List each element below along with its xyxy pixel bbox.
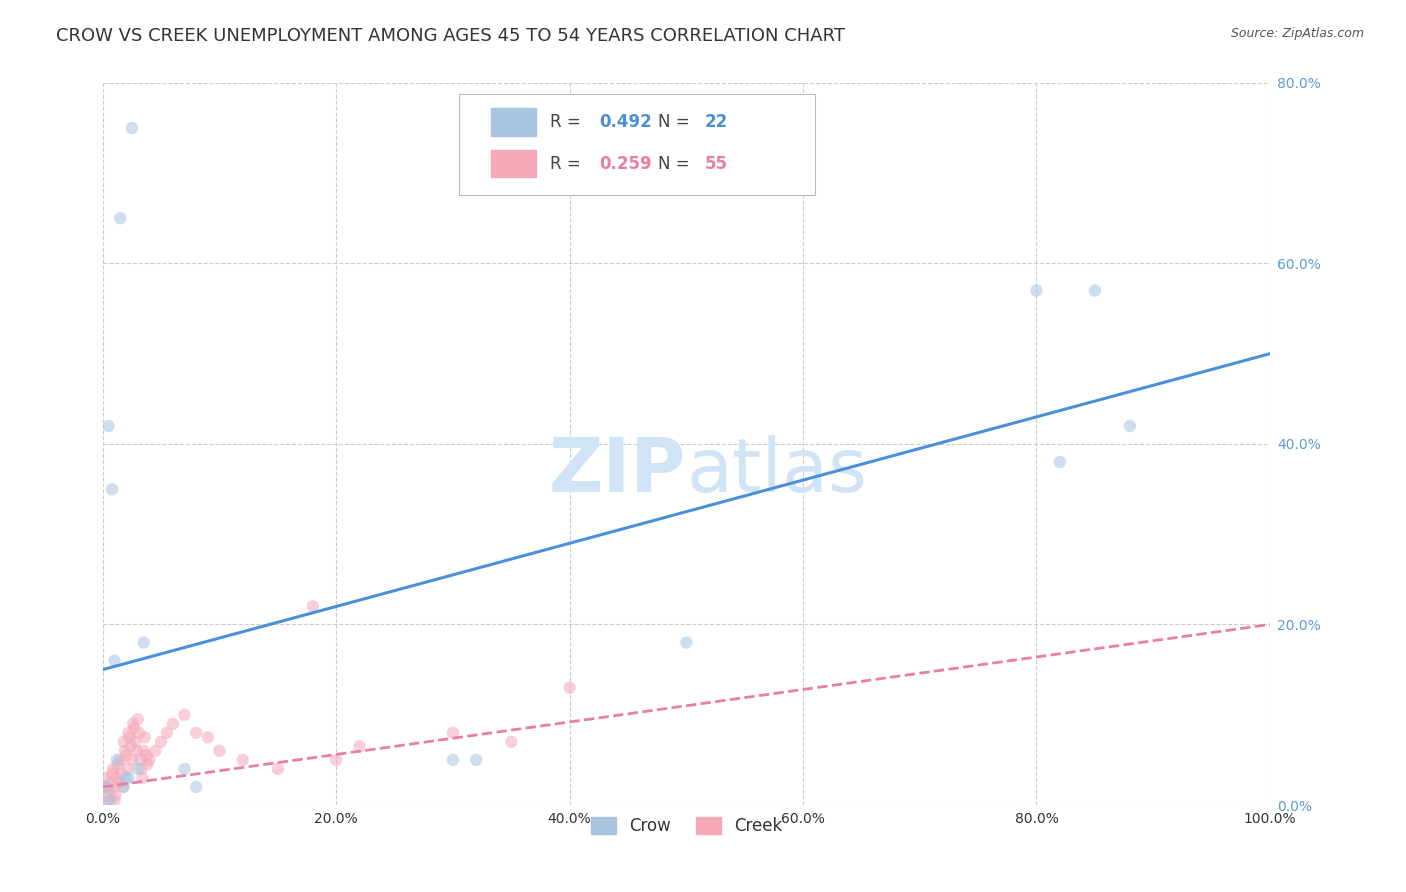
Point	[114, 744, 136, 758]
Point	[100, 775, 122, 789]
Point	[128, 726, 150, 740]
Text: 55: 55	[704, 154, 728, 172]
Point	[441, 726, 464, 740]
Point	[186, 726, 208, 740]
Point	[110, 753, 132, 767]
Text: 0.259: 0.259	[599, 154, 651, 172]
Point	[120, 739, 142, 754]
Point	[97, 418, 120, 433]
Point	[162, 716, 184, 731]
Text: N =: N =	[658, 113, 695, 131]
Point	[121, 753, 143, 767]
Point	[118, 731, 141, 745]
Point	[197, 731, 219, 745]
Text: CROW VS CREEK UNEMPLOYMENT AMONG AGES 45 TO 54 YEARS CORRELATION CHART: CROW VS CREEK UNEMPLOYMENT AMONG AGES 45…	[56, 27, 845, 45]
Point	[173, 707, 195, 722]
Point	[103, 793, 125, 807]
FancyBboxPatch shape	[492, 150, 536, 178]
Text: atlas: atlas	[686, 434, 868, 508]
Point	[150, 735, 173, 749]
Point	[103, 780, 125, 794]
Point	[98, 793, 121, 807]
Point	[112, 735, 135, 749]
Point	[501, 735, 523, 749]
Point	[131, 762, 153, 776]
FancyBboxPatch shape	[492, 108, 536, 136]
Point	[1119, 418, 1142, 433]
Point	[132, 635, 155, 649]
Text: ZIP: ZIP	[550, 434, 686, 508]
Point	[134, 731, 156, 745]
Point	[325, 753, 347, 767]
Text: R =: R =	[550, 154, 586, 172]
Point	[349, 739, 371, 754]
Point	[122, 716, 145, 731]
Point	[96, 780, 118, 794]
Point	[124, 735, 146, 749]
Point	[103, 654, 125, 668]
Point	[125, 744, 148, 758]
Point	[96, 780, 118, 794]
Point	[173, 762, 195, 776]
Point	[232, 753, 254, 767]
Point	[105, 753, 128, 767]
Point	[675, 635, 697, 649]
Point	[115, 771, 138, 785]
Point	[117, 726, 139, 740]
Point	[1025, 284, 1047, 298]
Point	[110, 766, 132, 780]
Point	[129, 753, 152, 767]
Point	[1084, 284, 1107, 298]
Point	[112, 780, 135, 794]
Point	[121, 121, 143, 136]
Point	[138, 753, 160, 767]
Text: R =: R =	[550, 113, 586, 131]
Point	[143, 744, 166, 758]
Point	[103, 762, 125, 776]
Point	[115, 748, 138, 763]
Point	[131, 771, 153, 785]
Point	[127, 712, 149, 726]
Point	[136, 757, 159, 772]
Point	[101, 766, 124, 780]
Point	[97, 793, 120, 807]
Point	[465, 753, 488, 767]
Point	[302, 599, 325, 614]
Point	[186, 780, 208, 794]
Point	[1049, 455, 1071, 469]
Text: 22: 22	[704, 113, 728, 131]
Point	[108, 775, 131, 789]
Point	[135, 748, 157, 763]
FancyBboxPatch shape	[458, 94, 814, 194]
Point	[101, 482, 124, 496]
Text: Source: ZipAtlas.com: Source: ZipAtlas.com	[1230, 27, 1364, 40]
Point	[107, 757, 129, 772]
Point	[558, 681, 581, 695]
Point	[105, 771, 128, 785]
Point	[98, 784, 121, 798]
Text: 0.492: 0.492	[599, 113, 651, 131]
Point	[110, 211, 132, 226]
Point	[117, 762, 139, 776]
Point	[267, 762, 290, 776]
Point	[208, 744, 231, 758]
Point	[111, 780, 134, 794]
Point	[94, 771, 117, 785]
Point	[127, 762, 149, 776]
Point	[117, 771, 139, 785]
Text: N =: N =	[658, 154, 695, 172]
Point	[441, 753, 464, 767]
Point	[104, 789, 127, 803]
Legend: Crow, Creek: Crow, Creek	[582, 809, 790, 844]
Point	[132, 744, 155, 758]
Point	[156, 726, 179, 740]
Point	[96, 789, 118, 803]
Point	[124, 721, 146, 735]
